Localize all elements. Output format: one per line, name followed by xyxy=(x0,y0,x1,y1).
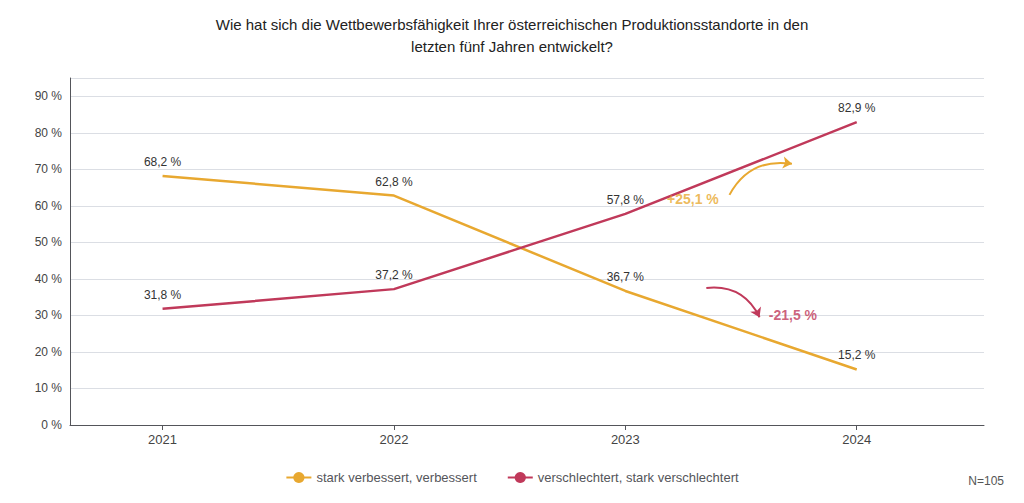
svg-text:15,2 %: 15,2 % xyxy=(838,348,876,362)
svg-text:31,8 %: 31,8 % xyxy=(144,288,182,302)
svg-text:-21,5 %: -21,5 % xyxy=(769,307,818,323)
svg-text:N=105: N=105 xyxy=(968,474,1004,488)
svg-text:60 %: 60 % xyxy=(35,199,63,213)
svg-text:20 %: 20 % xyxy=(35,345,63,359)
svg-text:80 %: 80 % xyxy=(35,126,63,140)
svg-text:Wie hat sich die Wettbewerbsfä: Wie hat sich die Wettbewerbsfähigkeit Ih… xyxy=(216,16,809,33)
svg-text:2023: 2023 xyxy=(611,432,640,447)
svg-text:37,2 %: 37,2 % xyxy=(375,268,413,282)
svg-text:2024: 2024 xyxy=(842,432,871,447)
svg-text:70 %: 70 % xyxy=(35,162,63,176)
svg-text:30 %: 30 % xyxy=(35,308,63,322)
svg-text:stark verbessert, verbessert: stark verbessert, verbessert xyxy=(316,470,477,485)
svg-text:62,8 %: 62,8 % xyxy=(375,175,413,189)
svg-text:68,2 %: 68,2 % xyxy=(144,155,182,169)
svg-text:82,9 %: 82,9 % xyxy=(838,101,876,115)
svg-text:verschlechtert, stark verschle: verschlechtert, stark verschlechtert xyxy=(538,470,739,485)
svg-text:2021: 2021 xyxy=(148,432,177,447)
svg-text:letzten fünf Jahren entwickelt: letzten fünf Jahren entwickelt? xyxy=(411,38,613,55)
svg-text:0 %: 0 % xyxy=(41,418,62,432)
svg-text:90 %: 90 % xyxy=(35,89,63,103)
svg-text:10 %: 10 % xyxy=(35,381,63,395)
svg-text:+25,1 %: +25,1 % xyxy=(667,191,719,207)
svg-text:50 %: 50 % xyxy=(35,235,63,249)
svg-text:57,8 %: 57,8 % xyxy=(607,193,645,207)
svg-text:36,7 %: 36,7 % xyxy=(607,270,645,284)
svg-text:2022: 2022 xyxy=(379,432,408,447)
svg-text:40 %: 40 % xyxy=(35,272,63,286)
